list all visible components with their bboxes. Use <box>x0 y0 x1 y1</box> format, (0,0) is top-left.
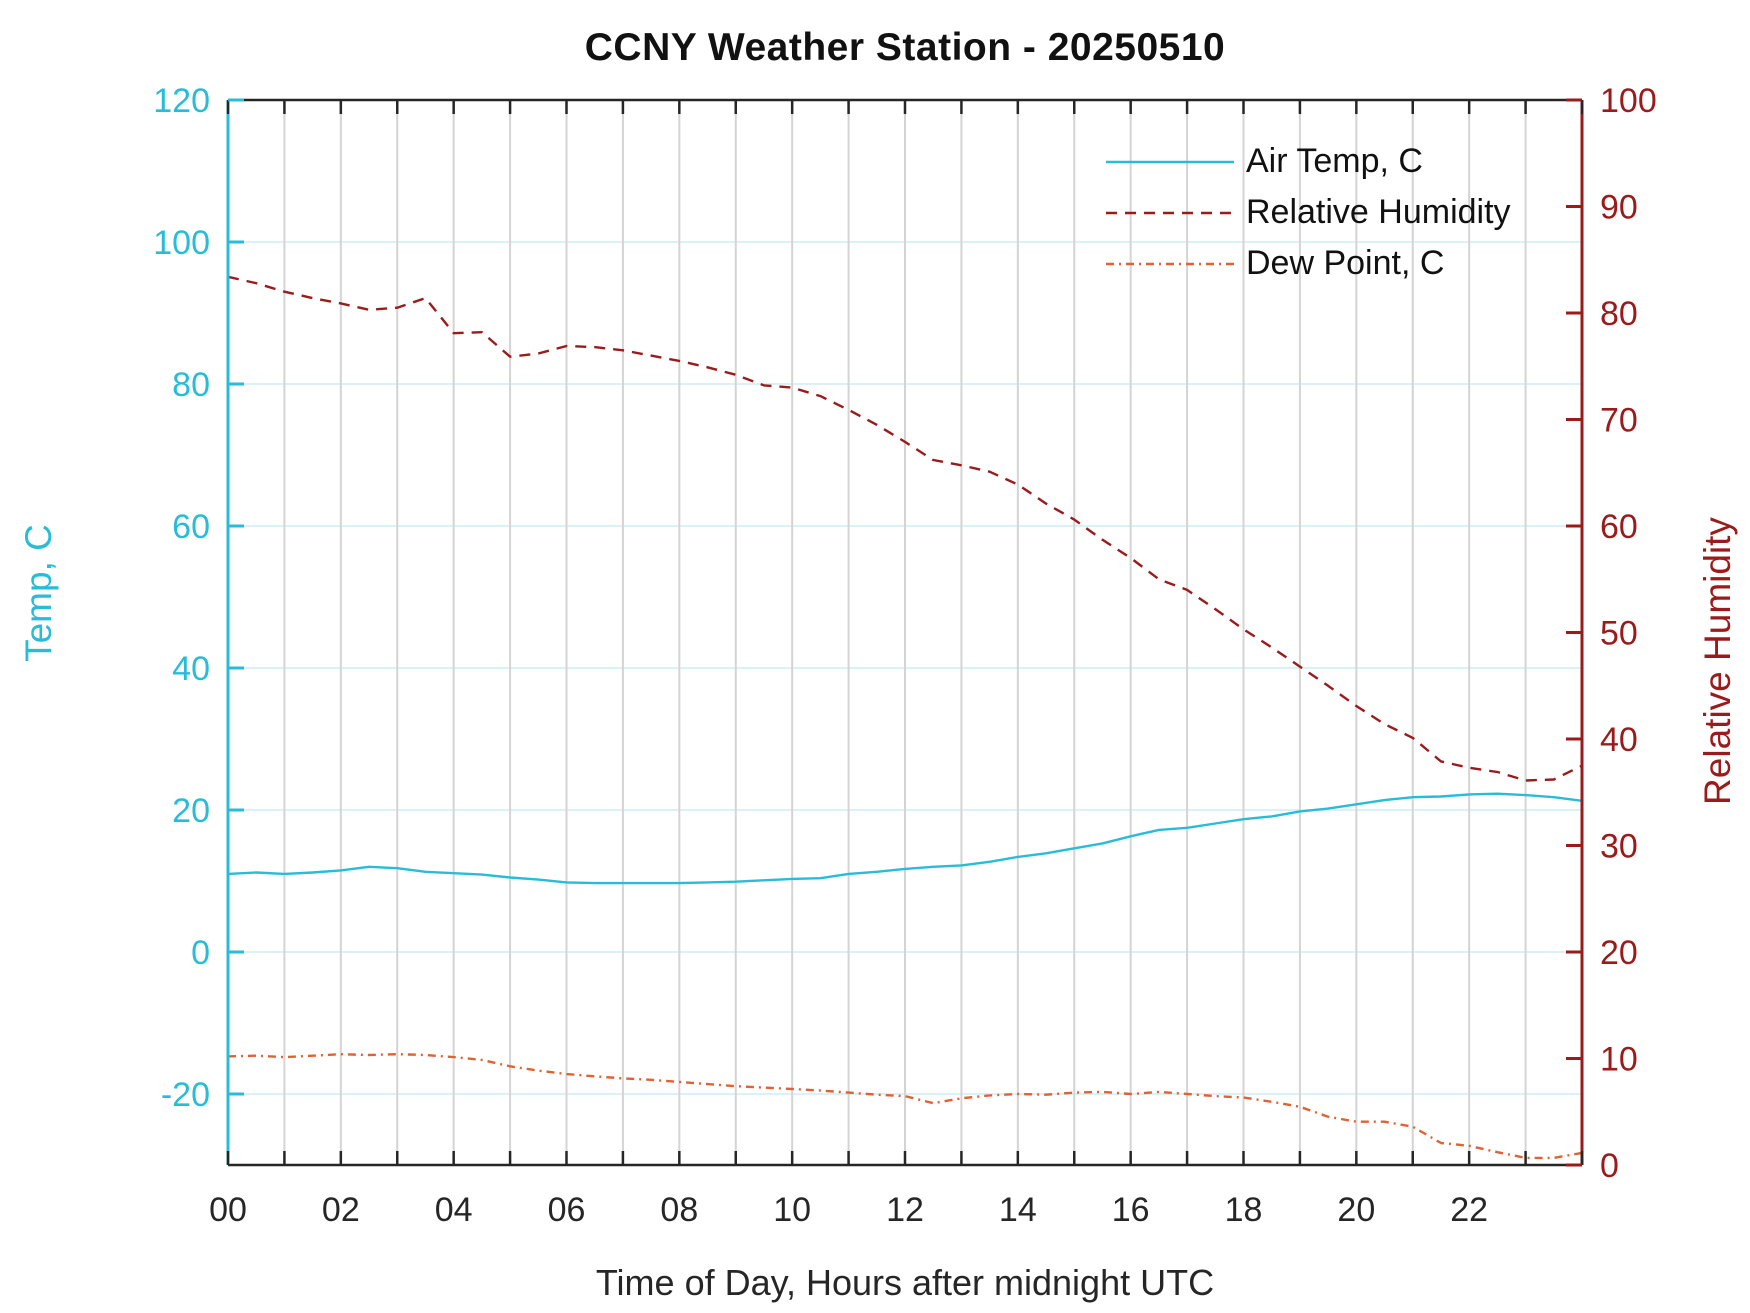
y-right-tick-label: 100 <box>1600 82 1657 120</box>
x-tick-label: 12 <box>886 1191 924 1229</box>
y-right-tick-label: 90 <box>1600 189 1638 227</box>
x-tick-label: 14 <box>999 1191 1037 1229</box>
x-tick-label: 06 <box>548 1191 586 1229</box>
legend: Air Temp, C Relative Humidity Dew Point, C <box>1106 136 1511 289</box>
x-tick-label: 02 <box>322 1191 360 1229</box>
y-right-axis-title: Relative Humidity <box>1697 517 1738 805</box>
chart-title: CCNY Weather Station - 20250510 <box>584 26 1226 69</box>
y-left-tick-label: 20 <box>172 792 210 830</box>
y-right-tick-label: 40 <box>1600 721 1638 759</box>
x-axis-title: Time of Day, Hours after midnight UTC <box>595 1262 1215 1303</box>
y-right-tick-label: 60 <box>1600 508 1638 546</box>
y-left-tick-label: 100 <box>153 224 210 262</box>
y-right-tick-label: 30 <box>1600 828 1638 866</box>
y-left-tick-label: 40 <box>172 650 210 688</box>
legend-label: Relative Humidity <box>1246 193 1511 231</box>
y-right-tick-label: 50 <box>1600 615 1638 653</box>
x-tick-label: 00 <box>209 1191 247 1229</box>
y-right-tick-label: 20 <box>1600 934 1638 972</box>
legend-label: Air Temp, C <box>1246 142 1423 180</box>
series-line-dew-point-c <box>227 1052 1583 1160</box>
legend-row: Dew Point, C <box>1106 238 1511 289</box>
y-left-axis-title: Temp, C <box>18 524 59 662</box>
legend-line-sample <box>1106 262 1234 265</box>
x-tick-label: 18 <box>1225 1191 1263 1229</box>
y-left-tick-label: 120 <box>153 82 210 120</box>
y-left-tick-label: 80 <box>172 366 210 404</box>
legend-row: Relative Humidity <box>1106 187 1511 238</box>
y-left-tick-label: 0 <box>191 934 210 972</box>
x-tick-label: 20 <box>1337 1191 1375 1229</box>
legend-line-sample <box>1106 160 1234 163</box>
series-line-air-temp-c <box>227 792 1583 885</box>
x-tick-label: 16 <box>1112 1191 1150 1229</box>
y-right-tick-label: 0 <box>1600 1147 1619 1185</box>
x-tick-label: 08 <box>660 1191 698 1229</box>
x-tick-label: 04 <box>435 1191 473 1229</box>
series-line-relative-humidity <box>227 275 1583 782</box>
x-tick-label: 22 <box>1450 1191 1488 1229</box>
y-right-tick-label: 10 <box>1600 1041 1638 1079</box>
legend-row: Air Temp, C <box>1106 136 1511 187</box>
y-left-tick-label: -20 <box>161 1076 210 1114</box>
legend-label: Dew Point, C <box>1246 244 1445 282</box>
y-right-tick-label: 80 <box>1600 295 1638 333</box>
y-right-tick-label: 70 <box>1600 402 1638 440</box>
x-tick-label: 10 <box>773 1191 811 1229</box>
y-left-tick-label: 60 <box>172 508 210 546</box>
legend-line-sample <box>1106 211 1234 214</box>
